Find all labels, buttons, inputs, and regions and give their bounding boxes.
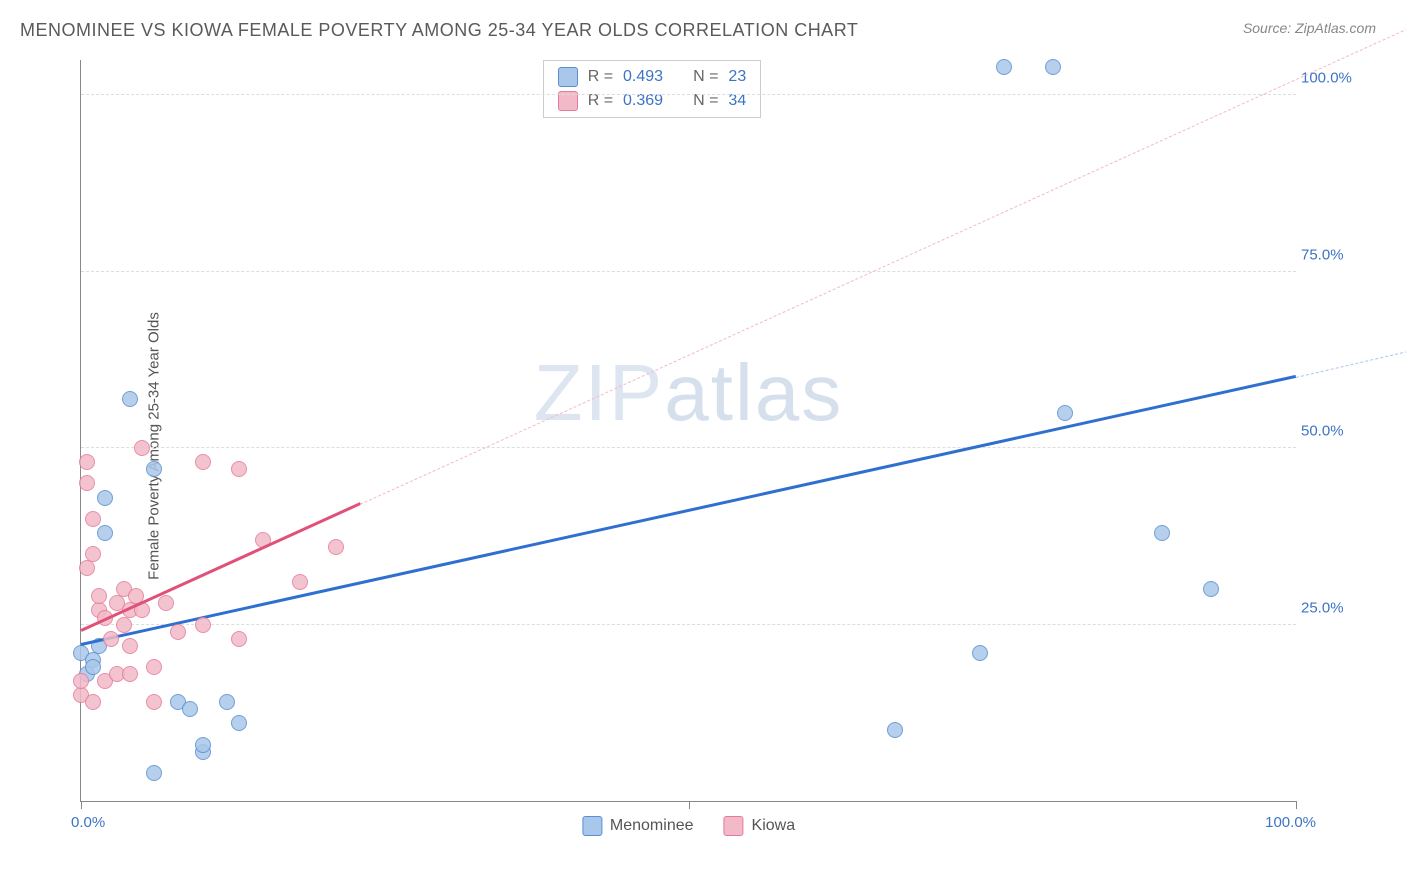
data-point — [170, 624, 186, 640]
source-label: Source: — [1243, 20, 1295, 36]
r-label: R = — [588, 68, 613, 86]
data-point — [1057, 405, 1073, 421]
stats-row-menominee: R = 0.493 N = 23 — [558, 65, 747, 89]
source-name: ZipAtlas.com — [1295, 20, 1376, 36]
source-attribution: Source: ZipAtlas.com — [1243, 20, 1376, 38]
data-point — [146, 694, 162, 710]
legend-swatch-kiowa — [724, 816, 744, 836]
legend-label-kiowa: Kiowa — [752, 817, 796, 835]
data-point — [219, 694, 235, 710]
stats-legend-box: R = 0.493 N = 23 R = 0.369 N = 34 — [543, 60, 762, 118]
watermark-part2: atlas — [664, 348, 843, 437]
y-tick-label: 50.0% — [1301, 423, 1371, 440]
chart-container: Female Poverty Among 25-34 Year Olds ZIP… — [50, 60, 1376, 832]
legend-item-kiowa: Kiowa — [724, 816, 796, 836]
trend-dash-extension — [1296, 348, 1406, 377]
legend-swatch-menominee — [582, 816, 602, 836]
legend-bottom: Menominee Kiowa — [582, 816, 795, 836]
swatch-menominee — [558, 67, 578, 87]
legend-item-menominee: Menominee — [582, 816, 694, 836]
data-point — [73, 673, 89, 689]
gridline-h — [81, 447, 1296, 448]
data-point — [887, 722, 903, 738]
y-tick-label: 25.0% — [1301, 599, 1371, 616]
data-point — [122, 638, 138, 654]
data-point — [85, 546, 101, 562]
data-point — [79, 475, 95, 491]
x-axis-max-label: 100.0% — [1265, 814, 1316, 831]
x-axis-min-label: 0.0% — [71, 814, 105, 831]
x-tick — [81, 801, 82, 809]
watermark: ZIPatlas — [534, 347, 843, 439]
data-point — [79, 560, 95, 576]
data-point — [122, 666, 138, 682]
gridline-h — [81, 94, 1296, 95]
data-point — [146, 765, 162, 781]
data-point — [134, 440, 150, 456]
data-point — [231, 631, 247, 647]
x-tick — [689, 801, 690, 809]
data-point — [85, 659, 101, 675]
stats-row-kiowa: R = 0.369 N = 34 — [558, 89, 747, 113]
data-point — [1045, 59, 1061, 75]
trend-dash-extension — [360, 24, 1406, 505]
watermark-part1: ZIP — [534, 348, 664, 437]
data-point — [195, 617, 211, 633]
chart-title: MENOMINEE VS KIOWA FEMALE POVERTY AMONG … — [20, 20, 858, 41]
data-point — [195, 454, 211, 470]
data-point — [292, 574, 308, 590]
gridline-h — [81, 271, 1296, 272]
data-point — [122, 391, 138, 407]
data-point — [231, 715, 247, 731]
data-point — [85, 694, 101, 710]
data-point — [85, 511, 101, 527]
y-tick-label: 75.0% — [1301, 246, 1371, 263]
data-point — [996, 59, 1012, 75]
data-point — [158, 595, 174, 611]
data-point — [91, 588, 107, 604]
data-point — [97, 490, 113, 506]
data-point — [116, 617, 132, 633]
x-tick — [1296, 801, 1297, 809]
data-point — [79, 454, 95, 470]
data-point — [103, 631, 119, 647]
data-point — [146, 659, 162, 675]
data-point — [146, 461, 162, 477]
trend-line — [81, 375, 1297, 646]
data-point — [182, 701, 198, 717]
gridline-h — [81, 624, 1296, 625]
data-point — [195, 737, 211, 753]
r-value-menominee: 0.493 — [623, 68, 663, 86]
legend-label-menominee: Menominee — [610, 817, 694, 835]
data-point — [97, 525, 113, 541]
data-point — [328, 539, 344, 555]
n-value-menominee: 23 — [728, 68, 746, 86]
data-point — [231, 461, 247, 477]
data-point — [1154, 525, 1170, 541]
n-label: N = — [693, 68, 718, 86]
data-point — [972, 645, 988, 661]
data-point — [1203, 581, 1219, 597]
plot-area: ZIPatlas R = 0.493 N = 23 R = 0.369 N = … — [80, 60, 1296, 802]
